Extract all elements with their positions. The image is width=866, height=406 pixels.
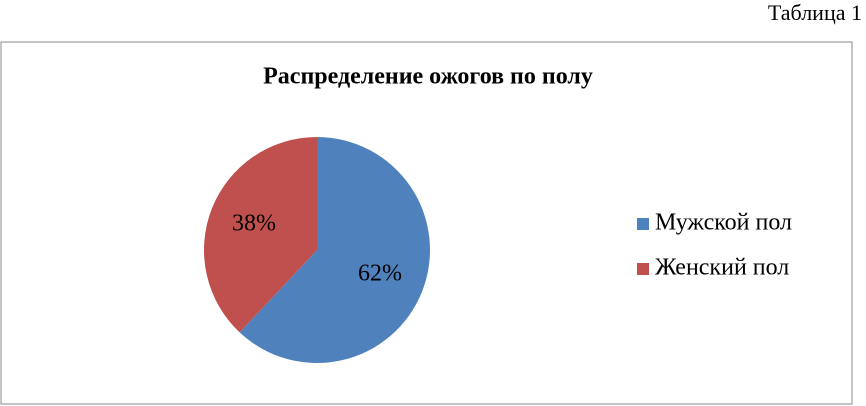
legend-swatch — [637, 263, 649, 275]
pie-slice — [204, 137, 317, 333]
chart-title: Распределение ожогов по полу — [263, 64, 593, 90]
caption: Таблица 1 — [768, 0, 862, 25]
pie-slice — [239, 137, 430, 363]
data-label: 62% — [358, 260, 402, 286]
legend-label: Женский пол — [655, 255, 789, 281]
data-label: 38% — [232, 211, 276, 237]
legend-label: Мужской пол — [655, 210, 792, 236]
legend-swatch — [637, 218, 649, 230]
